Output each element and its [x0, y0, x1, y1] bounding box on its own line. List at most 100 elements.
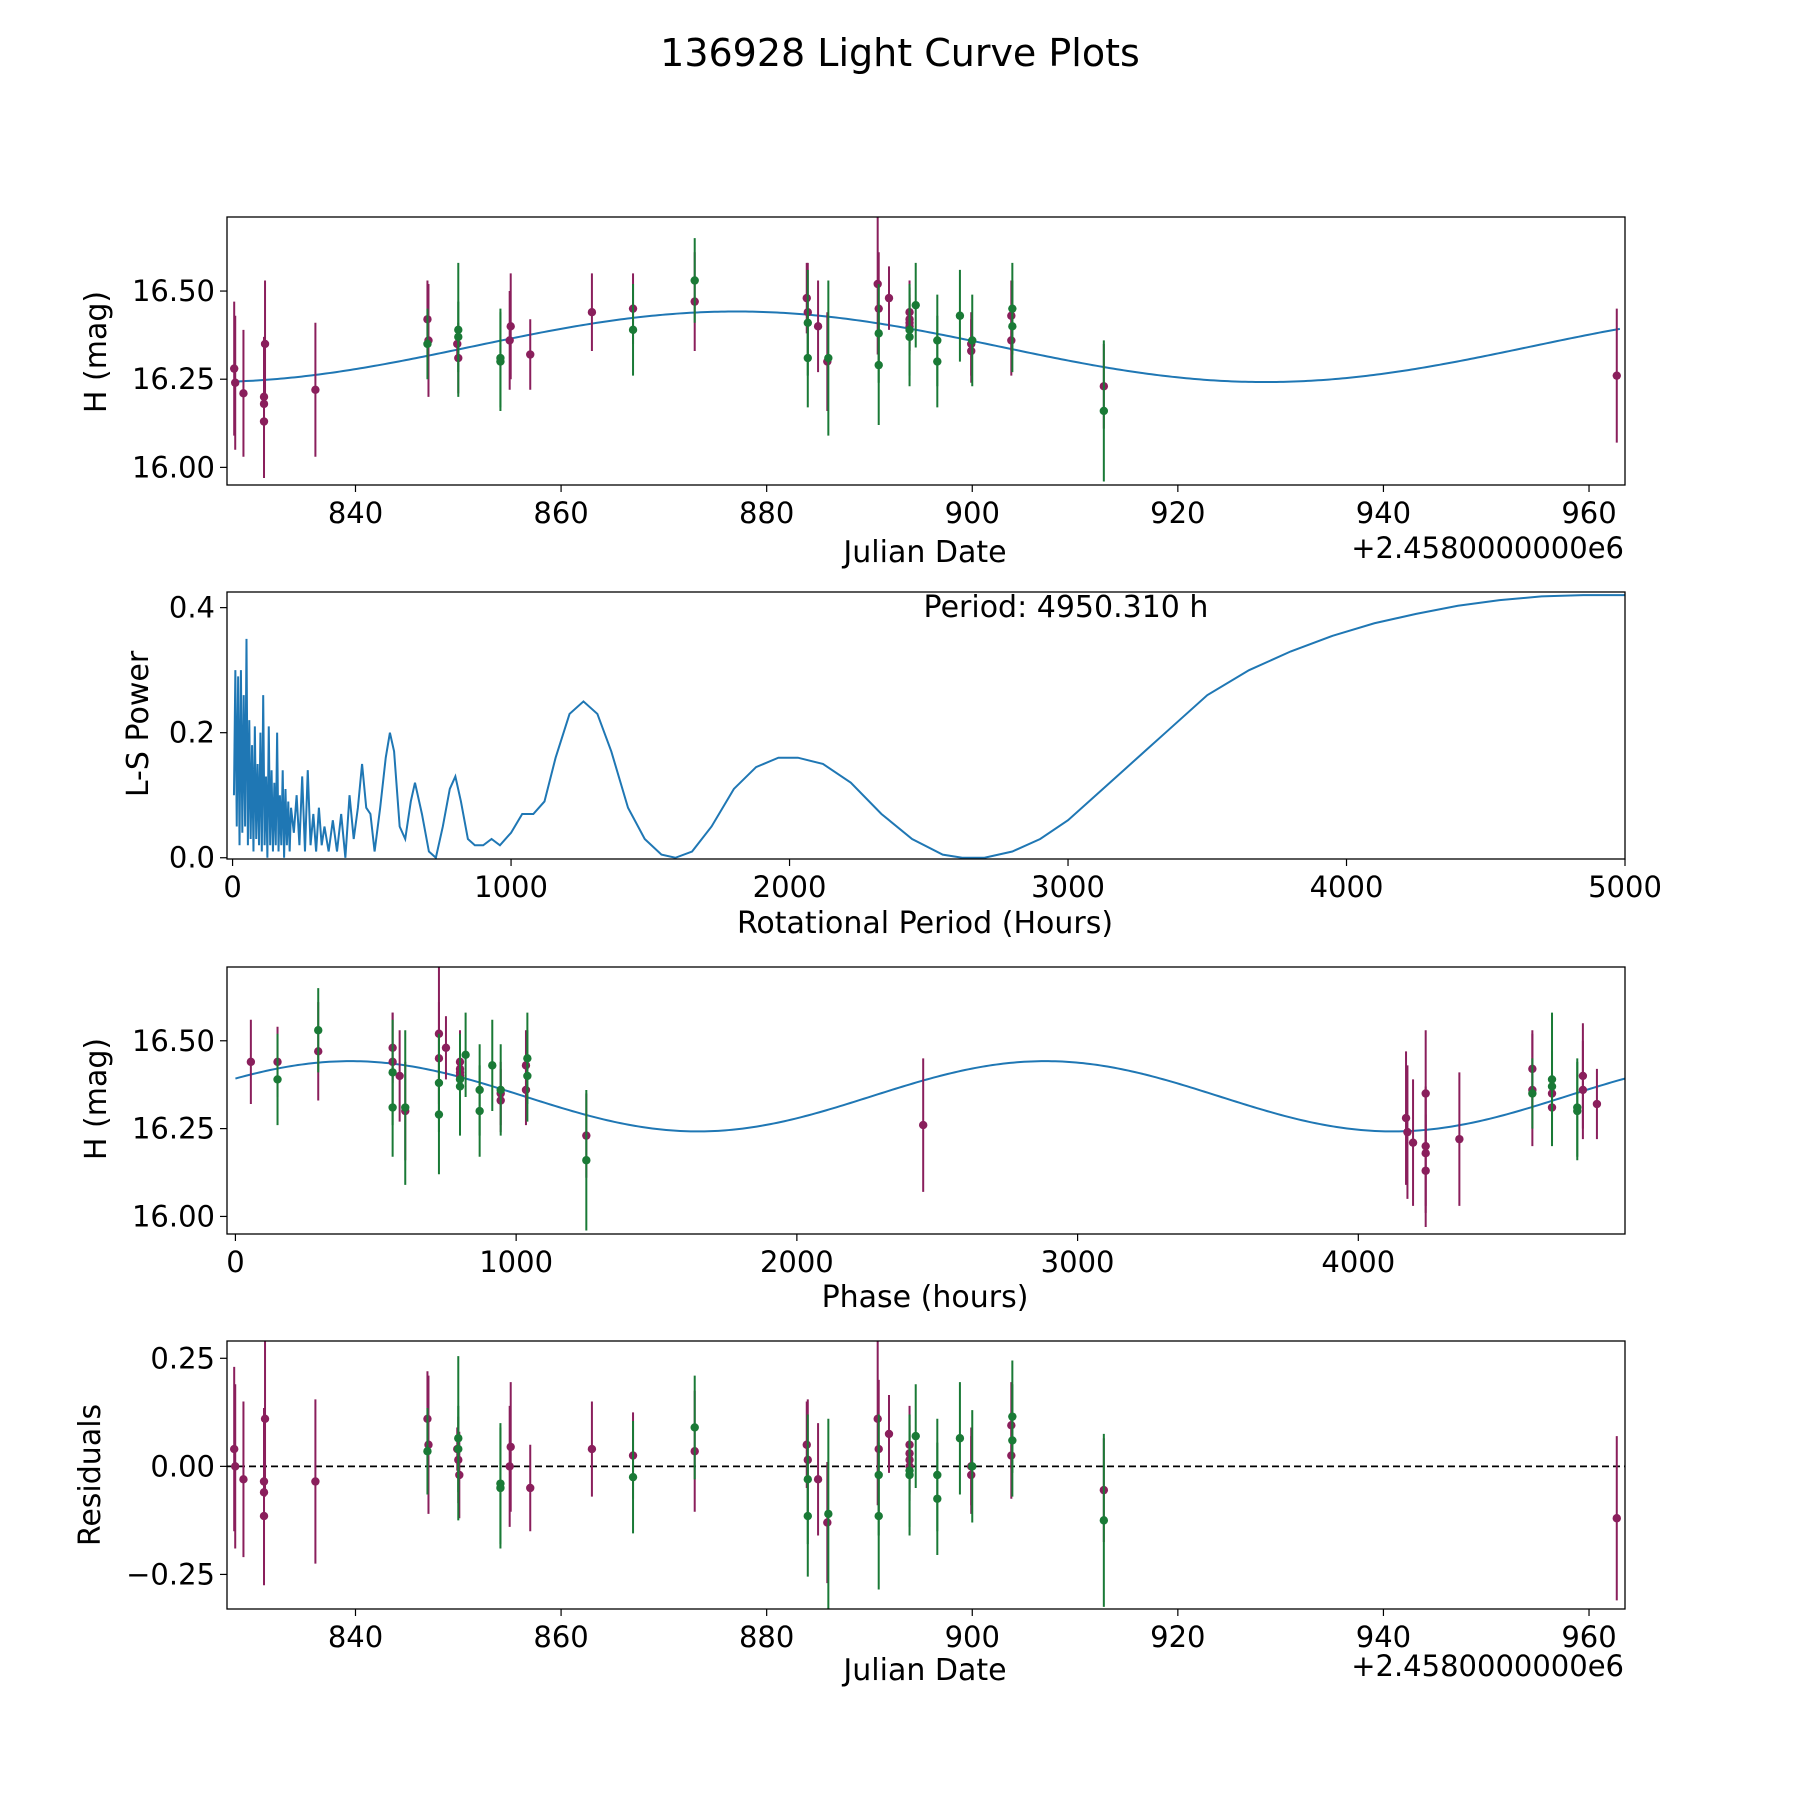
phased-filter-b-point [1528, 1089, 1537, 1098]
phased-filter-b-point [455, 1082, 465, 1091]
periodogram-xtick-label: 2000 [753, 870, 827, 904]
lightcurve-filter-a-point [229, 364, 239, 373]
residuals-filter-a-point [823, 1518, 832, 1527]
phased-xtick-label: 2000 [760, 1245, 834, 1279]
lightcurve-filter-b-point [1008, 322, 1017, 331]
phased-ytick-label: 16.50 [132, 1024, 215, 1058]
residuals-filter-a-point [1007, 1451, 1016, 1460]
residuals-filter-a-point [1612, 1514, 1621, 1523]
phased-ytick-label: 16.25 [132, 1112, 215, 1146]
lightcurve-offset-label: +2.4580000000e6 [1351, 531, 1624, 565]
phased-ytick-label: 16.00 [132, 1199, 215, 1233]
residuals-ytick-label: −0.25 [126, 1557, 215, 1591]
lightcurve-filter-b-point [690, 276, 699, 285]
periodogram-panel: Rotational Period (Hours) L-S Power Peri… [121, 590, 1662, 941]
residuals-filter-b-point [1099, 1516, 1109, 1525]
phased-filter-a-point [1592, 1099, 1602, 1109]
phased-filter-b-point [475, 1106, 484, 1116]
lightcurve-filter-a-point [231, 378, 240, 387]
phased-filter-b-point [488, 1061, 497, 1070]
lightcurve-filter-a-point [1007, 336, 1016, 345]
phased-filter-b-point [1547, 1082, 1557, 1091]
residuals-filter-b-point [423, 1447, 432, 1456]
residuals-filter-a-point [967, 1470, 976, 1480]
phased-filter-b-point [314, 1026, 323, 1035]
phased-xlabel: Phase (hours) [822, 1280, 1029, 1315]
lightcurve-filter-a-point [1612, 371, 1621, 380]
phased-xtick-label: 1000 [479, 1245, 553, 1279]
residuals-offset-label: +2.4580000000e6 [1351, 1649, 1624, 1683]
residuals-filter-a-point [813, 1475, 823, 1484]
lightcurve-filter-a-point [505, 336, 514, 345]
phased-plot-area [235, 967, 1625, 1231]
lightcurve-xtick-label: 940 [1356, 496, 1411, 530]
lightcurve-filter-b-point [933, 357, 942, 366]
residuals-filter-b-point [968, 1462, 977, 1471]
residuals-filter-b-point [454, 1444, 463, 1454]
periodogram-ylabel: L-S Power [121, 650, 156, 797]
phased-filter-a-point [918, 1120, 928, 1130]
lightcurve-filter-b-point [911, 300, 920, 310]
periodogram-xtick-label: 0 [223, 870, 241, 904]
periodogram-xtick-label: 4000 [1310, 870, 1384, 904]
periodogram-xlabel: Rotational Period (Hours) [737, 906, 1113, 941]
residuals-filter-a-point [259, 1511, 269, 1521]
lightcurve-filter-b-point [955, 311, 965, 320]
lightcurve-ytick-label: 16.25 [132, 362, 215, 396]
lightcurve-panel: Julian Date H (mag) +2.4580000000e6 840 8… [79, 216, 1626, 570]
phased-filter-a-point [521, 1085, 531, 1095]
lightcurve-filter-a-point [884, 293, 894, 303]
phased-xtick-label: 4000 [1321, 1245, 1395, 1279]
phased-filter-a-point [395, 1071, 404, 1081]
lightcurve-filter-b-point [496, 357, 505, 366]
residuals-ylabel: Residuals [73, 1404, 108, 1546]
periodogram-ytick-label: 0.4 [169, 591, 215, 625]
residuals-filter-a-point [884, 1429, 894, 1439]
phased-filter-b-point [523, 1071, 532, 1081]
lightcurve-filter-b-point [905, 332, 914, 342]
phased-filter-a-point [1578, 1085, 1588, 1095]
periodogram-ytick-label: 0.2 [169, 716, 215, 750]
periodogram-plot-area [232, 594, 1625, 859]
periodogram-power-line [232, 594, 1625, 859]
lightcurve-ytick-label: 16.00 [132, 450, 215, 484]
phased-model-curve [235, 1060, 1625, 1133]
phased-filter-b-point [388, 1103, 397, 1112]
residuals-xtick-label: 900 [945, 1620, 1000, 1654]
phased-filter-b-point [401, 1103, 410, 1112]
residuals-plot-area [227, 1341, 1625, 1609]
lightcurve-filter-a-point [259, 417, 269, 426]
residuals-filter-a-point [311, 1477, 320, 1486]
phased-filter-a-point [1403, 1127, 1412, 1137]
phased-xtick-label: 0 [226, 1245, 244, 1279]
lightcurve-filter-a-point [311, 385, 320, 394]
lightcurve-xtick-label: 860 [533, 496, 588, 530]
residuals-xtick-label: 860 [533, 1620, 588, 1654]
periodogram-xtick-label: 5000 [1588, 870, 1662, 904]
residuals-filter-a-point [505, 1462, 514, 1471]
residuals-filter-b-point [496, 1483, 505, 1493]
lightcurve-xtick-label: 900 [945, 496, 1000, 530]
lightcurve-filter-a-point [239, 389, 248, 398]
phased-filter-b-point [434, 1110, 444, 1119]
residuals-xtick-label: 840 [328, 1620, 383, 1654]
residuals-filter-b-point [628, 1472, 638, 1482]
residuals-ytick-label: 0.00 [150, 1449, 215, 1483]
lightcurve-xtick-label: 920 [1150, 496, 1205, 530]
phased-axes-frame [226, 966, 1626, 1235]
residuals-filter-b-point [1008, 1436, 1017, 1445]
residuals-filter-a-point [231, 1462, 240, 1471]
lightcurve-filter-a-point [587, 308, 597, 317]
lightcurve-filter-a-point [873, 279, 882, 289]
residuals-filter-a-point [455, 1470, 464, 1480]
lightcurve-filter-a-point [802, 293, 811, 303]
lightcurve-plot-area [229, 217, 1621, 482]
lightcurve-filter-b-point [874, 360, 883, 370]
residuals-filter-b-point [911, 1431, 920, 1441]
lightcurve-axes-frame [226, 216, 1626, 486]
lightcurve-filter-b-point [824, 353, 833, 363]
phased-ylabel: H (mag) [79, 1038, 114, 1160]
phased-filter-a-point [1421, 1166, 1430, 1175]
lightcurve-ytick-label: 16.50 [132, 274, 215, 308]
